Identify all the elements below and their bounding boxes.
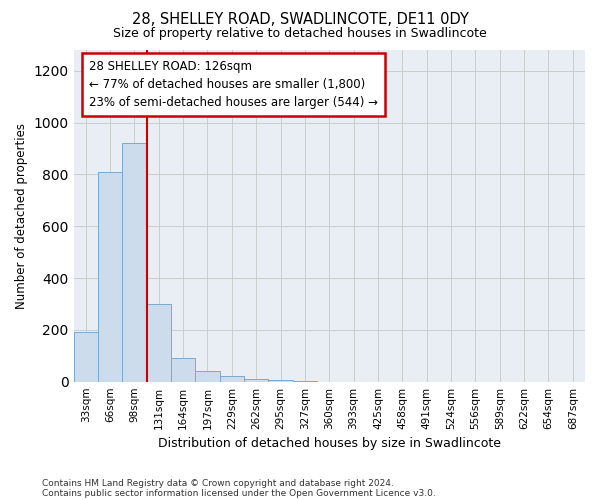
Bar [268, 380, 293, 382]
Text: Contains HM Land Registry data © Crown copyright and database right 2024.: Contains HM Land Registry data © Crown c… [42, 478, 394, 488]
Bar [146, 304, 171, 382]
Bar [244, 379, 268, 382]
Text: 28 SHELLEY ROAD: 126sqm
← 77% of detached houses are smaller (1,800)
23% of semi: 28 SHELLEY ROAD: 126sqm ← 77% of detache… [89, 60, 378, 109]
Bar [171, 358, 196, 382]
Bar [220, 376, 244, 382]
Bar [293, 381, 317, 382]
Text: Contains public sector information licensed under the Open Government Licence v3: Contains public sector information licen… [42, 488, 436, 498]
X-axis label: Distribution of detached houses by size in Swadlincote: Distribution of detached houses by size … [158, 437, 501, 450]
Text: 28, SHELLEY ROAD, SWADLINCOTE, DE11 0DY: 28, SHELLEY ROAD, SWADLINCOTE, DE11 0DY [131, 12, 469, 28]
Bar [196, 372, 220, 382]
Text: Size of property relative to detached houses in Swadlincote: Size of property relative to detached ho… [113, 28, 487, 40]
Bar [122, 144, 146, 382]
Bar [98, 172, 122, 382]
Bar [74, 332, 98, 382]
Y-axis label: Number of detached properties: Number of detached properties [15, 123, 28, 309]
